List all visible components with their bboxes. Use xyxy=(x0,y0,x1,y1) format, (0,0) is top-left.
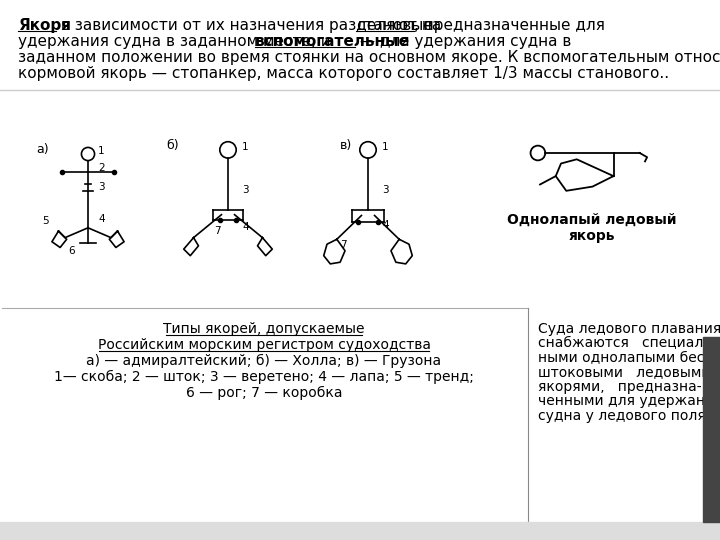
Text: 1— скоба; 2 — шток; 3 — веретено; 4 — лапа; 5 — тренд;: 1— скоба; 2 — шток; 3 — веретено; 4 — ла… xyxy=(54,370,474,384)
Text: Однолапый ледовый
якорь: Однолапый ледовый якорь xyxy=(508,213,677,243)
Bar xyxy=(0,522,720,540)
Text: судна у ледового поля.: судна у ледового поля. xyxy=(538,409,710,423)
Text: а): а) xyxy=(36,143,49,156)
Text: заданном положении во время стоянки на основном якоре. К вспомогательным относит: заданном положении во время стоянки на о… xyxy=(18,50,720,65)
Text: 6: 6 xyxy=(68,246,75,256)
Text: 1: 1 xyxy=(98,146,104,156)
Text: 3: 3 xyxy=(242,185,248,195)
Text: б): б) xyxy=(166,139,179,152)
Bar xyxy=(703,337,720,522)
Text: 1: 1 xyxy=(382,142,389,152)
Text: Российским морским регистром судоходства: Российским морским регистром судоходства xyxy=(97,338,431,352)
Text: 4: 4 xyxy=(98,214,104,224)
Text: 5: 5 xyxy=(42,216,49,226)
Text: а) — адмиралтейский; б) — Холла; в) — Грузона: а) — адмиралтейский; б) — Холла; в) — Гр… xyxy=(86,354,441,368)
Text: якорями,   предназна-: якорями, предназна- xyxy=(538,380,701,394)
Text: 2: 2 xyxy=(98,163,104,173)
Text: удержания судна в заданном месте, и: удержания судна в заданном месте, и xyxy=(18,34,336,49)
Text: в): в) xyxy=(340,139,352,152)
Text: , предназначенные для: , предназначенные для xyxy=(414,18,605,33)
Text: Типы якорей, допускаемые: Типы якорей, допускаемые xyxy=(163,322,365,336)
Text: ченными для удержания: ченными для удержания xyxy=(538,395,720,408)
Text: кормовой якорь — стопанкер, масса которого составляет 1/3 массы станового..: кормовой якорь — стопанкер, масса которо… xyxy=(18,66,669,81)
Text: становые: становые xyxy=(356,18,433,33)
Text: 3: 3 xyxy=(98,182,104,192)
Text: ными однолапыми бес-: ными однолапыми бес- xyxy=(538,351,709,365)
Text: в зависимости от их назначения разделяют на: в зависимости от их назначения разделяют… xyxy=(56,18,446,33)
Text: Суда ледового плавания: Суда ледового плавания xyxy=(538,322,720,336)
Text: 7: 7 xyxy=(214,226,220,236)
Text: Якоря: Якоря xyxy=(18,18,71,33)
Text: штоковыми   ледовыми: штоковыми ледовыми xyxy=(538,366,711,380)
Text: 3: 3 xyxy=(382,185,389,195)
Text: 6 — рог; 7 — коробка: 6 — рог; 7 — коробка xyxy=(186,386,342,400)
Text: 7: 7 xyxy=(340,240,346,250)
Text: вспомогательные: вспомогательные xyxy=(255,34,410,49)
Text: 4: 4 xyxy=(382,220,389,230)
Text: снабжаются   специаль-: снабжаются специаль- xyxy=(538,336,716,350)
Text: 1: 1 xyxy=(242,142,248,152)
Text: — для удержания судна в: — для удержания судна в xyxy=(355,34,572,49)
Text: 4: 4 xyxy=(242,222,248,232)
